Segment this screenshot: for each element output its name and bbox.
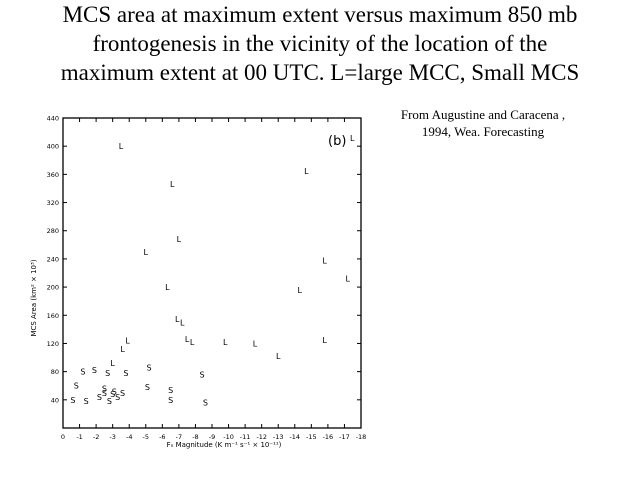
data-point-s: S bbox=[168, 396, 173, 405]
title-line-1: MCS area at maximum extent versus maximu… bbox=[62, 2, 578, 27]
x-axis-label: Fₙ Magnitude (K m⁻¹ s⁻¹ × 10⁻¹¹) bbox=[167, 441, 282, 449]
x-tick-label: -9 bbox=[209, 433, 215, 441]
data-point-s: S bbox=[120, 389, 125, 398]
data-point-s: S bbox=[105, 369, 110, 378]
data-point-l: L bbox=[304, 167, 309, 176]
data-point-l: L bbox=[175, 315, 180, 324]
x-axis-ticks: 0 -1 -2 -3 -4 -5 -6 -7 -8 -9 -10 -11 -12 -13 -14 -15 -16… bbox=[61, 118, 366, 441]
data-point-s: S bbox=[107, 397, 112, 406]
slide-title: MCS area at maximum extent versus maximu… bbox=[0, 0, 640, 87]
chart-axes bbox=[62, 117, 362, 429]
data-point-l: L bbox=[110, 359, 115, 368]
y-tick-label: 120 bbox=[47, 340, 59, 348]
data-point-s: S bbox=[147, 363, 152, 372]
data-point-s: S bbox=[145, 383, 150, 392]
plot-frame bbox=[62, 117, 362, 429]
x-tick-label: -3 bbox=[109, 433, 115, 441]
source-note: From Augustine and Caracena , 1994, Wea.… bbox=[378, 106, 588, 140]
data-point-s: S bbox=[84, 397, 89, 406]
y-tick-label: 280 bbox=[47, 227, 59, 235]
title-line-3: maximum extent at 00 UTC. L=large MCC, S… bbox=[60, 60, 580, 85]
data-point-s: S bbox=[168, 386, 173, 395]
y-tick-label: 360 bbox=[47, 171, 59, 179]
x-tick-label: -13 bbox=[273, 433, 284, 441]
y-tick-label: 40 bbox=[51, 396, 59, 404]
source-line-2: 1994, Wea. Forecasting bbox=[421, 124, 545, 139]
data-point-s: S bbox=[115, 393, 120, 402]
data-point-s: S bbox=[102, 385, 107, 394]
x-tick-label: -12 bbox=[256, 433, 267, 441]
x-tick-label: -8 bbox=[192, 433, 198, 441]
y-tick-label: 240 bbox=[47, 255, 59, 263]
x-tick-label: -10 bbox=[223, 433, 234, 441]
source-line-1: From Augustine and Caracena , bbox=[400, 107, 566, 122]
data-point-l: L bbox=[223, 338, 228, 347]
data-point-l: L bbox=[346, 275, 351, 284]
x-tick-label: -18 bbox=[356, 433, 367, 441]
data-point-l: L bbox=[165, 283, 170, 292]
data-point-s: S bbox=[97, 393, 102, 402]
x-tick-label: -7 bbox=[176, 433, 182, 441]
y-tick-label: 160 bbox=[47, 312, 59, 320]
x-tick-label: -16 bbox=[323, 433, 334, 441]
data-point-s: S bbox=[112, 387, 117, 396]
y-axis-ticks: 40 80 120 160 200 240 280 320 360 400 440 bbox=[47, 115, 361, 404]
x-tick-label: -5 bbox=[143, 433, 149, 441]
x-tick-label: -4 bbox=[126, 433, 132, 441]
x-tick-label: -2 bbox=[93, 433, 99, 441]
data-point-s: S bbox=[80, 368, 85, 377]
x-tick-label: 0 bbox=[61, 433, 65, 441]
data-point-l: L bbox=[185, 335, 190, 344]
panel-marker: L bbox=[350, 134, 355, 143]
data-point-s: S bbox=[70, 396, 75, 405]
data-point-l: L bbox=[144, 248, 149, 257]
data-point-l: L bbox=[180, 318, 185, 327]
data-point-l: L bbox=[120, 345, 125, 354]
data-point-s: S bbox=[110, 390, 115, 399]
panel-label: (b) bbox=[328, 134, 346, 149]
x-tick-label: -15 bbox=[306, 433, 317, 441]
title-line-2: frontogenesis in the vicinity of the loc… bbox=[92, 31, 548, 56]
data-point-l: L bbox=[125, 337, 130, 346]
data-point-s: S bbox=[200, 370, 205, 379]
x-tick-label: -6 bbox=[159, 433, 165, 441]
data-point-l: L bbox=[276, 352, 281, 361]
data-point-l: L bbox=[177, 235, 182, 244]
y-tick-label: 80 bbox=[51, 368, 59, 376]
y-tick-label: 440 bbox=[47, 115, 59, 123]
data-point-l: L bbox=[253, 339, 258, 348]
data-point-l: L bbox=[322, 256, 327, 265]
x-tick-label: -1 bbox=[76, 433, 82, 441]
data-point-l: L bbox=[170, 180, 175, 189]
x-tick-label: -17 bbox=[339, 433, 350, 441]
data-point-l: L bbox=[322, 336, 327, 345]
data-point-s: S bbox=[203, 399, 208, 408]
y-tick-label: 320 bbox=[47, 199, 59, 207]
y-tick-label: 200 bbox=[47, 284, 59, 292]
data-point-l: L bbox=[119, 142, 124, 151]
data-point-s: S bbox=[123, 369, 128, 378]
data-point-s: S bbox=[102, 389, 107, 398]
y-axis-label: MCS Area (km² × 10³) bbox=[30, 259, 38, 336]
y-tick-label: 400 bbox=[47, 143, 59, 151]
scatter-chart: 0 -1 -2 -3 -4 -5 -6 -7 -8 -9 -10 -11 -12 -13 -14 -15 -16… bbox=[30, 115, 366, 450]
x-tick-label: -14 bbox=[289, 433, 300, 441]
data-point-l: L bbox=[190, 338, 195, 347]
x-tick-label: -11 bbox=[240, 433, 251, 441]
data-point-s: S bbox=[74, 382, 79, 391]
data-point-s: S bbox=[92, 366, 97, 375]
data-point-l: L bbox=[298, 286, 303, 295]
